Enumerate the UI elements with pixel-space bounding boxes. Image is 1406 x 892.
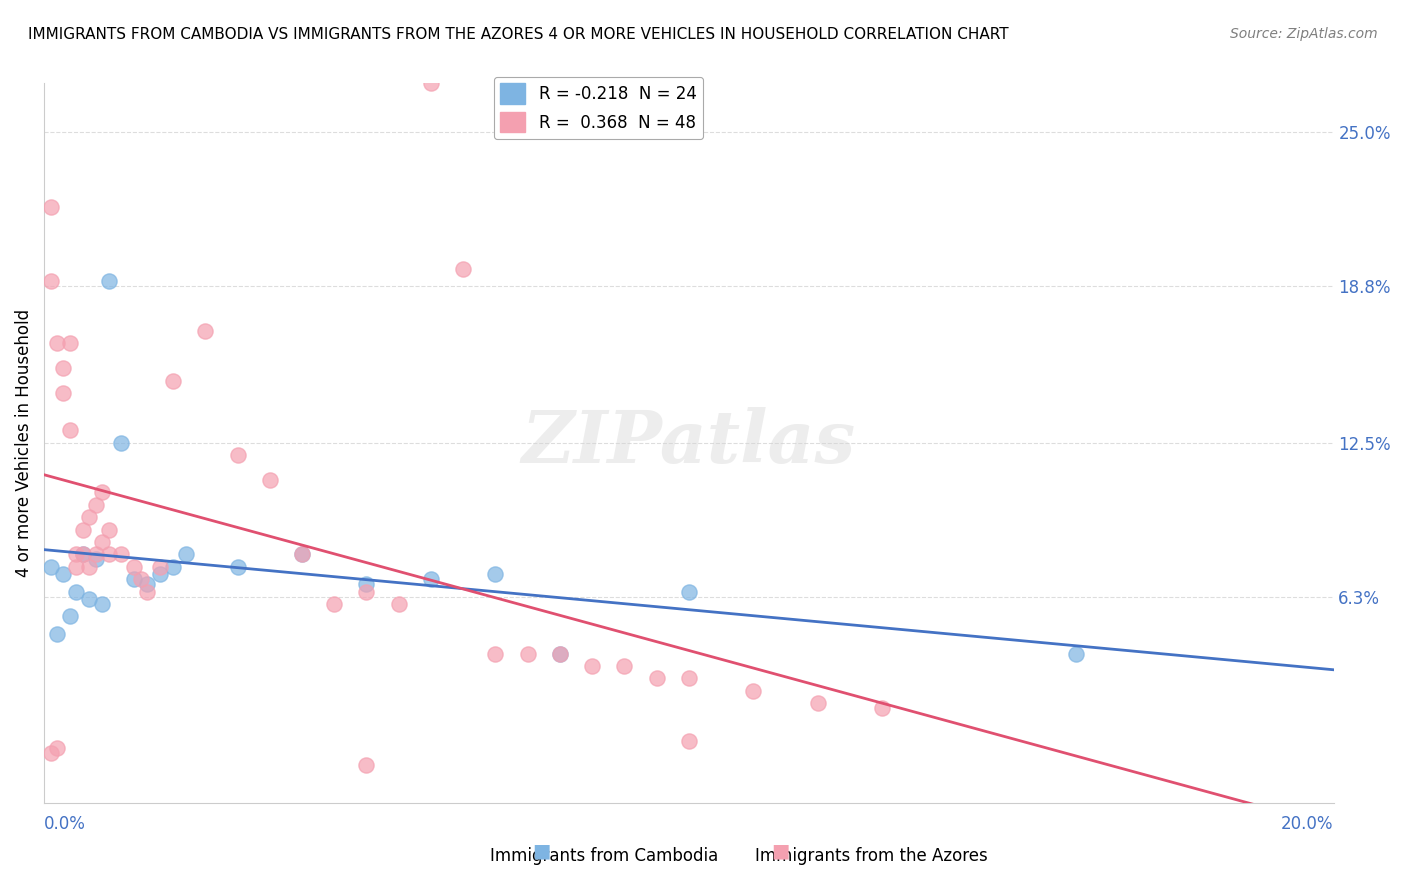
Point xyxy=(84,548,107,562)
Point xyxy=(97,274,120,288)
Point xyxy=(72,548,94,562)
Point xyxy=(678,672,700,686)
Point xyxy=(52,361,75,376)
Point xyxy=(548,647,571,661)
Point xyxy=(136,577,159,591)
Point xyxy=(124,572,146,586)
Point xyxy=(356,584,378,599)
Point xyxy=(581,659,603,673)
Point xyxy=(162,559,184,574)
Point xyxy=(645,672,668,686)
Point xyxy=(39,274,62,288)
Point xyxy=(174,548,197,562)
Point xyxy=(356,577,378,591)
Point xyxy=(91,597,114,611)
Point xyxy=(91,485,114,500)
Point xyxy=(52,386,75,401)
Point xyxy=(149,559,172,574)
Point xyxy=(46,741,69,756)
Y-axis label: 4 or more Vehicles in Household: 4 or more Vehicles in Household xyxy=(15,309,32,577)
Point xyxy=(59,336,82,351)
Point xyxy=(613,659,636,673)
Point xyxy=(291,548,314,562)
Point xyxy=(65,584,87,599)
Text: ■: ■ xyxy=(770,842,790,861)
Point xyxy=(124,559,146,574)
Point xyxy=(59,423,82,437)
Point xyxy=(46,627,69,641)
Point xyxy=(136,584,159,599)
Point xyxy=(388,597,411,611)
Point xyxy=(110,435,132,450)
Point xyxy=(356,758,378,772)
Point xyxy=(59,609,82,624)
Point xyxy=(484,567,506,582)
Text: 0.0%: 0.0% xyxy=(44,815,86,833)
Point xyxy=(291,548,314,562)
Point xyxy=(39,559,62,574)
Point xyxy=(72,548,94,562)
Point xyxy=(39,746,62,760)
Point xyxy=(419,572,441,586)
Point xyxy=(46,336,69,351)
Point xyxy=(149,567,172,582)
Text: Immigrants from the Azores: Immigrants from the Azores xyxy=(755,847,988,865)
Text: IMMIGRANTS FROM CAMBODIA VS IMMIGRANTS FROM THE AZORES 4 OR MORE VEHICLES IN HOU: IMMIGRANTS FROM CAMBODIA VS IMMIGRANTS F… xyxy=(28,27,1008,42)
Point xyxy=(65,559,87,574)
Point xyxy=(678,733,700,747)
Point xyxy=(259,473,281,487)
Point xyxy=(91,535,114,549)
Point xyxy=(72,523,94,537)
Point xyxy=(516,647,538,661)
Point xyxy=(84,498,107,512)
Point xyxy=(194,324,217,338)
Point xyxy=(97,548,120,562)
Point xyxy=(226,559,249,574)
Point xyxy=(77,510,100,524)
Point xyxy=(484,647,506,661)
Point xyxy=(548,647,571,661)
Point xyxy=(84,552,107,566)
Point xyxy=(323,597,346,611)
Legend: R = -0.218  N = 24, R =  0.368  N = 48: R = -0.218 N = 24, R = 0.368 N = 48 xyxy=(494,77,703,139)
Point xyxy=(52,567,75,582)
Point xyxy=(129,572,152,586)
Point xyxy=(77,592,100,607)
Point xyxy=(742,684,765,698)
Text: Source: ZipAtlas.com: Source: ZipAtlas.com xyxy=(1230,27,1378,41)
Point xyxy=(39,200,62,214)
Point xyxy=(870,701,893,715)
Point xyxy=(162,374,184,388)
Text: ZIPatlas: ZIPatlas xyxy=(522,408,856,478)
Point xyxy=(97,523,120,537)
Point xyxy=(110,548,132,562)
Point xyxy=(226,448,249,462)
Point xyxy=(451,262,474,277)
Text: 20.0%: 20.0% xyxy=(1281,815,1333,833)
Point xyxy=(65,548,87,562)
Point xyxy=(678,584,700,599)
Point xyxy=(419,76,441,90)
Text: Immigrants from Cambodia: Immigrants from Cambodia xyxy=(491,847,718,865)
Point xyxy=(807,696,830,710)
Point xyxy=(77,559,100,574)
Text: ■: ■ xyxy=(531,842,551,861)
Point xyxy=(1064,647,1087,661)
